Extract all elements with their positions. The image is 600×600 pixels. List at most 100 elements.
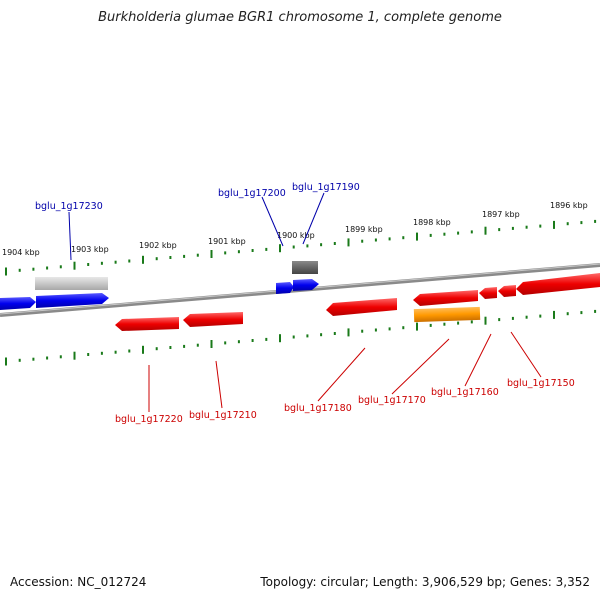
scale-label-1900: 1900 kbp [277,231,315,240]
gene-bglu_1g17170[interactable] [413,290,478,306]
lower-rail-minor-tick [46,356,49,360]
label-bglu_1g17200[interactable]: bglu_1g17200 [218,188,286,199]
upper-rail-minor-tick [32,267,35,271]
upper-tick-rail [5,219,597,276]
scale-label-1897: 1897 kbp [482,210,520,219]
upper-rail-minor-tick [196,253,199,257]
upper-rail-minor-tick [155,257,158,261]
upper-rail-minor-tick [320,243,323,247]
lower-rail-minor-tick [525,315,528,319]
upper-rail-minor-tick [402,236,405,240]
lower-rail-minor-tick [333,332,336,335]
upper-rail-minor-tick [333,242,336,245]
lower-rail-minor-tick [128,349,131,353]
lower-rail-minor-tick [566,312,569,316]
gene-bglu_1g17190[interactable] [292,261,318,274]
label-bglu_1g17230[interactable]: bglu_1g17230 [35,201,103,212]
gene-bglu_1g17180[interactable] [326,298,397,316]
lower-rail-minor-tick [237,340,240,344]
lower-rail-major-tick [5,357,7,366]
lower-rail-minor-tick [511,316,514,320]
upper-rail-minor-tick [457,231,460,235]
scale-label-1896: 1896 kbp [550,201,588,210]
gene-bglu_1g17230-pair[interactable] [36,293,109,308]
lower-rail-minor-tick [87,353,90,356]
accession-label: Accession: NC_012724 [10,575,147,589]
gene-bglu_1g17150[interactable] [516,273,600,295]
label-bglu_1g17170[interactable]: bglu_1g17170 [358,395,426,406]
upper-rail-minor-tick [388,237,391,241]
genome-stats-label: Topology: circular; Length: 3,906,529 bp… [260,575,590,589]
gene-bglu_1g17170-orange[interactable] [413,306,481,323]
upper-rail-minor-tick [361,239,364,243]
lower-rail-major-tick [484,316,487,325]
lower-rail-minor-tick [155,347,158,351]
upper-rail-major-tick [484,226,487,235]
gene-bglu_1g17230[interactable] [35,277,108,290]
scale-label-1899: 1899 kbp [345,225,383,234]
gene-bglu_1g17220[interactable] [115,317,179,331]
upper-rail-minor-tick [429,233,432,237]
lower-rail-minor-tick [114,350,117,354]
upper-rail-minor-tick [265,247,268,251]
lower-rail-major-tick [416,322,418,331]
upper-rail-minor-tick [306,244,309,248]
upper-rail-minor-tick [87,263,90,266]
lower-rail-major-tick [347,328,350,337]
leader-bglu_1g17230 [68,211,72,261]
scale-label-1901: 1901 kbp [208,237,246,246]
upper-rail-minor-tick [59,265,62,269]
upper-rail-minor-tick [470,230,473,234]
upper-rail-minor-tick [46,266,49,270]
lower-rail-major-tick [73,351,76,360]
lower-rail-minor-tick [470,320,473,324]
lower-rail-minor-tick [100,351,103,355]
upper-rail-minor-tick [237,250,240,254]
leader-bglu_1g17180 [317,347,366,402]
upper-rail-major-tick [347,238,350,247]
label-bglu_1g17210[interactable]: bglu_1g17210 [189,410,257,421]
lower-rail-minor-tick [594,309,597,313]
upper-rail-minor-tick [594,219,597,223]
label-bglu_1g17220[interactable]: bglu_1g17220 [115,414,183,425]
label-bglu_1g17150[interactable]: bglu_1g17150 [507,378,575,389]
leader-bglu_1g17160 [464,333,492,387]
upper-rail-minor-tick [169,256,172,259]
map-title: Burkholderia glumae BGR1 chromosome 1, c… [98,10,502,25]
lower-rail-major-tick [553,310,555,319]
upper-rail-major-tick [73,261,76,270]
upper-rail-minor-tick [292,245,295,249]
upper-rail-minor-tick [566,222,569,226]
upper-rail-major-tick [279,244,281,253]
gene-forward-left[interactable] [0,297,36,310]
lower-rail-minor-tick [32,357,35,361]
leader-bglu_1g17170 [391,338,450,395]
upper-rail-minor-tick [224,251,227,255]
scale-label-1898: 1898 kbp [413,218,451,227]
leader-bglu_1g17150 [510,331,542,378]
lower-tick-rail [5,309,597,366]
upper-rail-minor-tick [18,268,21,272]
label-bglu_1g17160[interactable]: bglu_1g17160 [431,387,499,398]
lower-rail-minor-tick [361,329,364,333]
gene-bglu_1g17160[interactable] [479,287,497,299]
gene-bglu_1g17190-forward[interactable] [293,279,319,291]
label-bglu_1g17180[interactable]: bglu_1g17180 [284,403,352,414]
lower-rail-minor-tick [18,358,21,362]
upper-rail-major-tick [142,255,144,264]
upper-rail-minor-tick [498,228,501,232]
gene-bglu_1g17200[interactable] [276,282,294,294]
lower-rail-minor-tick [498,318,501,322]
lower-rail-minor-tick [457,321,460,325]
gene-bglu_1g17160-b[interactable] [498,285,516,297]
lower-rail-minor-tick [224,341,227,345]
lower-rail-major-tick [210,340,213,348]
upper-rail-minor-tick [539,224,542,228]
label-bglu_1g17190[interactable]: bglu_1g17190 [292,182,360,193]
upper-rail-minor-tick [374,238,377,242]
lower-rail-major-tick [142,345,144,354]
gene-bglu_1g17210[interactable] [183,312,243,327]
lower-rail-minor-tick [429,323,432,327]
scale-label-1904: 1904 kbp [2,248,40,257]
